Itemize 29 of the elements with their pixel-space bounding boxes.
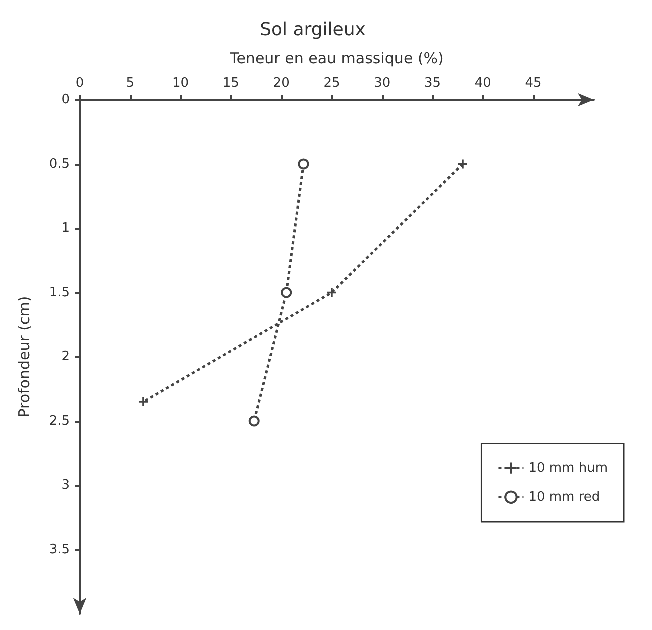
- x-axis-title: Teneur en eau massique (%): [229, 50, 444, 68]
- y-tick-label: 1: [62, 221, 70, 236]
- point: [248, 416, 260, 427]
- x-tick-label: 30: [374, 76, 391, 91]
- y-tick-label: 0: [62, 92, 70, 108]
- chart-title: Sol argileux: [260, 20, 366, 40]
- x-tick-label: 5: [126, 76, 135, 91]
- x-tick-label: 25: [324, 76, 340, 91]
- x-tick-label: 15: [222, 76, 240, 91]
- x-tick-label: 10: [172, 76, 190, 91]
- y-tick-label: 2: [62, 350, 70, 364]
- point: [327, 288, 336, 298]
- y-tick-label: 0.5: [49, 156, 70, 172]
- point: [138, 397, 148, 406]
- y-tick-label: 1.5: [49, 285, 70, 300]
- point: [458, 160, 468, 169]
- x-tick-label: 45: [525, 76, 542, 91]
- y-tick-label: 3: [62, 478, 70, 493]
- x-tick-label: 0: [76, 76, 84, 91]
- y-tick-label: 3.5: [49, 542, 70, 558]
- point: [281, 287, 292, 298]
- x-tick-label: 35: [424, 76, 442, 91]
- legend-label: 10 mm hum: [528, 460, 608, 476]
- y-tick-label: 2.5: [49, 414, 70, 429]
- x-tick-label: 40: [474, 76, 492, 91]
- legend-label: 10 mm red: [528, 490, 600, 505]
- x-tick-label: 20: [273, 76, 290, 91]
- point: [298, 158, 310, 170]
- y-axis-title: Profondeur (cm): [16, 296, 34, 418]
